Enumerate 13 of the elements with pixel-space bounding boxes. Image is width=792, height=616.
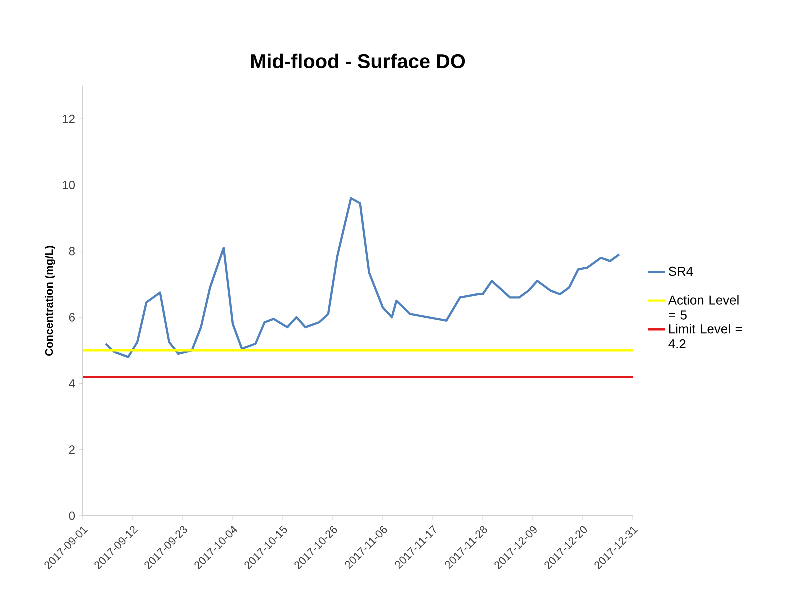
y-axis-title: Concentration (mg/L): [45, 246, 56, 356]
legend-label: Action Level = 5: [668, 295, 739, 320]
y-tick-label: 12: [63, 114, 75, 124]
y-tick-label: 10: [63, 181, 76, 190]
chart-title: Mid-flood - Surface DO: [251, 54, 466, 69]
y-tick-label: 2: [69, 446, 75, 454]
legend-label: SR4: [668, 266, 694, 276]
y-tick-label: 0: [69, 512, 76, 520]
line-series: [104, 197, 620, 358]
y-tick-label: 4: [69, 380, 76, 388]
y-tick-label: 6: [69, 313, 75, 322]
legend-label: Limit Level = 4.2: [668, 324, 742, 349]
y-tick-label: 8: [69, 247, 75, 256]
